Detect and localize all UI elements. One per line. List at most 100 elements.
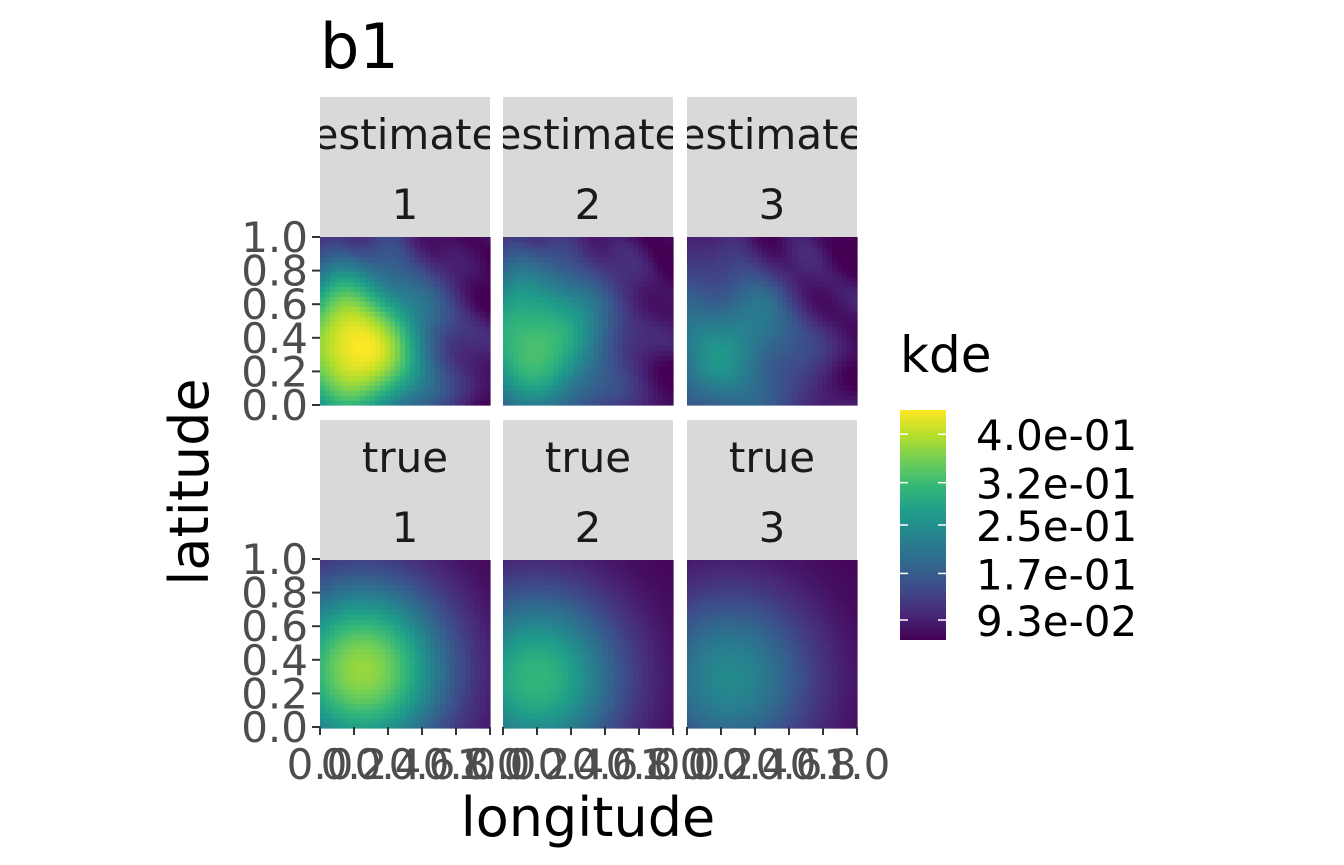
heatmap-cell: [538, 574, 544, 581]
heatmap-cell: [340, 678, 346, 685]
heatmap-cell: [435, 594, 441, 601]
heatmap-cell: [480, 355, 486, 362]
heatmap-cell: [543, 375, 549, 381]
heatmap-cell: [410, 325, 416, 332]
heatmap-cell: [350, 718, 356, 724]
heatmap-cell: [827, 350, 833, 357]
heatmap-cell: [345, 286, 351, 292]
heatmap-cell: [513, 624, 519, 630]
heatmap-cell: [722, 335, 728, 342]
heatmap-cell: [528, 708, 534, 714]
heatmap-cell: [707, 251, 713, 258]
heatmap-cell: [325, 703, 331, 709]
heatmap-cell: [410, 584, 416, 591]
heatmap-cell: [405, 241, 411, 248]
heatmap-cell: [518, 316, 524, 322]
heatmap-cell: [583, 296, 589, 302]
heatmap-cell: [717, 345, 723, 352]
heatmap-cell: [533, 296, 539, 302]
heatmap-cell: [812, 400, 818, 406]
heatmap-cell: [503, 609, 509, 615]
heatmap-cell: [375, 271, 381, 278]
heatmap-cell: [415, 311, 421, 317]
heatmap-cell: [767, 306, 773, 312]
heatmap-cell: [460, 683, 466, 690]
heatmap-cell: [485, 311, 491, 317]
heatmap-cell: [480, 340, 486, 347]
heatmap-cell: [470, 251, 476, 258]
heatmap-cell: [335, 365, 341, 372]
heatmap-cell: [430, 648, 436, 655]
heatmap-cell: [365, 569, 371, 576]
heatmap-cell: [430, 619, 436, 625]
heatmap-cell: [400, 355, 406, 362]
heatmap-cell: [435, 718, 441, 724]
heatmap-cell: [390, 340, 396, 347]
heatmap-cell: [380, 321, 386, 327]
heatmap-cell: [485, 673, 491, 680]
heatmap-cell: [420, 688, 426, 695]
heatmap-cell: [480, 251, 486, 258]
heatmap-cell: [832, 325, 838, 332]
heatmap-cell: [513, 609, 519, 615]
heatmap-cell: [692, 365, 698, 372]
heatmap-cell: [817, 370, 823, 376]
heatmap-cell: [355, 683, 361, 690]
heatmap-cell: [578, 340, 584, 347]
heatmap-cell: [375, 604, 381, 611]
heatmap-cell: [455, 296, 461, 302]
heatmap-cell: [797, 325, 803, 332]
heatmap-cell: [732, 370, 738, 376]
heatmap-cell: [593, 266, 599, 273]
heatmap-cell: [777, 271, 783, 278]
heatmap-cell: [548, 663, 554, 670]
heatmap-cell: [658, 237, 664, 243]
heatmap-cell: [732, 237, 738, 243]
heatmap-cell: [538, 330, 544, 337]
heatmap-cell: [345, 644, 351, 650]
heatmap-cell: [543, 708, 549, 714]
heatmap-cell: [638, 261, 644, 268]
heatmap-cell: [827, 291, 833, 297]
heatmap-cell: [598, 321, 604, 327]
heatmap-cell: [508, 569, 514, 576]
heatmap-cell: [643, 395, 649, 401]
heatmap-cell: [440, 560, 446, 566]
heatmap-cell: [523, 385, 529, 391]
heatmap-cell: [320, 604, 326, 611]
heatmap-cell: [533, 266, 539, 273]
heatmap-cell: [355, 693, 361, 699]
heatmap-cell: [787, 251, 793, 258]
heatmap-cell: [727, 296, 733, 302]
heatmap-cell: [692, 246, 698, 253]
heatmap-cell: [653, 345, 659, 352]
heatmap-cell: [722, 286, 728, 292]
heatmap-cell: [340, 340, 346, 347]
heatmap-cell: [503, 619, 509, 625]
heatmap-cell: [558, 345, 564, 352]
heatmap-cell: [405, 311, 411, 317]
heatmap-cell: [320, 360, 326, 367]
heatmap-cell: [350, 266, 356, 273]
heatmap-cell: [692, 316, 698, 322]
heatmap-cell: [325, 698, 331, 704]
heatmap-cell: [782, 256, 788, 263]
heatmap-cell: [707, 246, 713, 253]
heatmap-cell: [480, 693, 486, 699]
heatmap-cell: [797, 385, 803, 391]
heatmap-cell: [653, 370, 659, 376]
heatmap-cell: [503, 644, 509, 650]
heatmap-cell: [330, 624, 336, 630]
heatmap-cell: [380, 350, 386, 357]
heatmap-cell: [608, 301, 614, 307]
heatmap-cell: [425, 291, 431, 297]
heatmap-cell: [360, 237, 366, 243]
heatmap-cell: [837, 266, 843, 273]
heatmap-cell: [420, 579, 426, 586]
heatmap-cell: [523, 291, 529, 297]
heatmap-cell: [832, 370, 838, 376]
heatmap-cell: [802, 350, 808, 357]
heatmap-cell: [568, 301, 574, 307]
heatmap-cell: [732, 276, 738, 283]
heatmap-cell: [450, 594, 456, 601]
